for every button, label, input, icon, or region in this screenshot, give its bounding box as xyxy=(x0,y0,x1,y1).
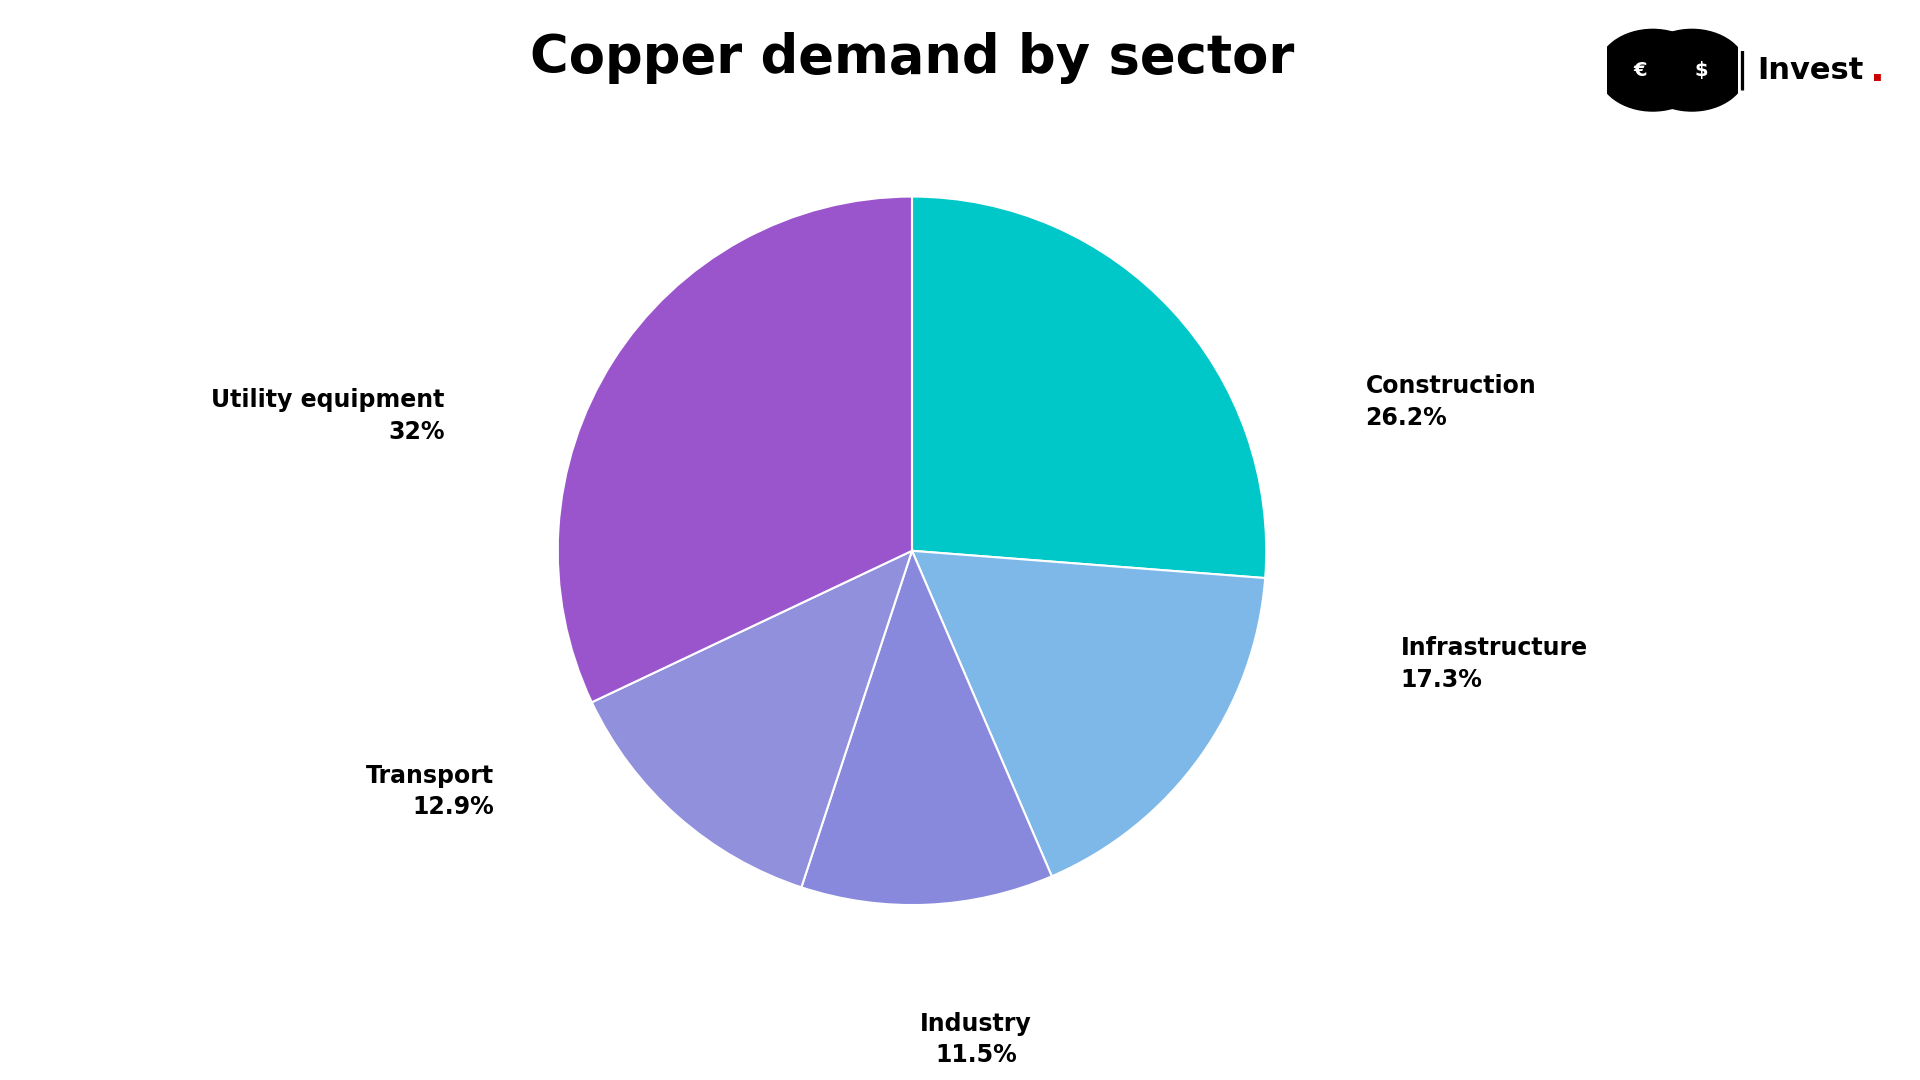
Text: Infrastructure
17.3%: Infrastructure 17.3% xyxy=(1402,636,1588,692)
Text: $: $ xyxy=(1693,60,1709,80)
Text: Invest: Invest xyxy=(1757,56,1864,84)
Text: Transport
12.9%: Transport 12.9% xyxy=(367,764,493,820)
Wedge shape xyxy=(912,197,1265,578)
Text: Construction
26.2%: Construction 26.2% xyxy=(1365,374,1536,430)
Wedge shape xyxy=(591,551,912,888)
Text: Utility equipment
32%: Utility equipment 32% xyxy=(211,389,444,444)
Text: |: | xyxy=(1736,51,1747,90)
Text: .: . xyxy=(1870,51,1885,90)
Text: €: € xyxy=(1632,60,1647,80)
Title: Copper demand by sector: Copper demand by sector xyxy=(530,32,1294,84)
Wedge shape xyxy=(801,551,1052,905)
Wedge shape xyxy=(559,197,912,702)
Circle shape xyxy=(1597,29,1707,111)
Text: Industry
11.5%: Industry 11.5% xyxy=(920,1012,1031,1067)
Circle shape xyxy=(1638,29,1747,111)
Wedge shape xyxy=(912,551,1265,876)
